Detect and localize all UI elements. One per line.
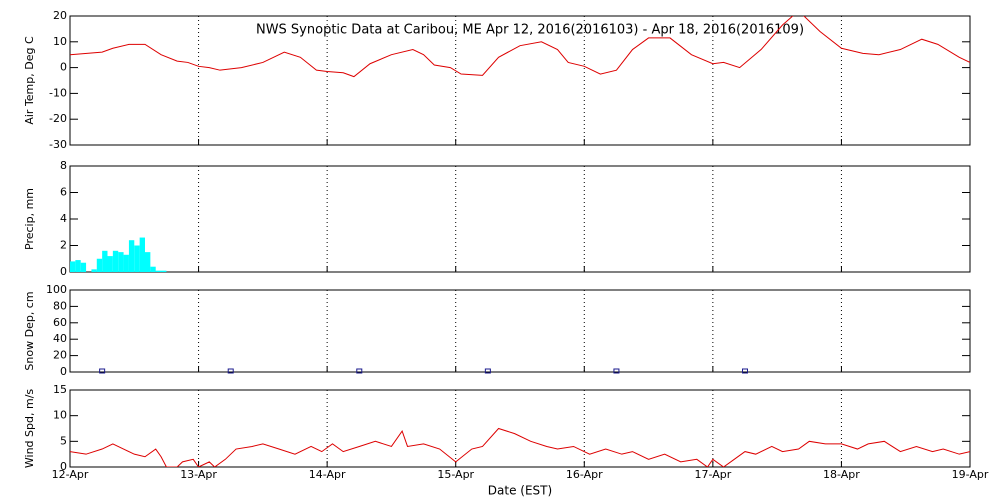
bar xyxy=(150,266,156,272)
chart-title: NWS Synoptic Data at Caribou, ME Apr 12,… xyxy=(256,23,804,38)
x-tick-label: 14-Apr xyxy=(309,468,346,481)
y-tick-label: 100 xyxy=(46,283,67,296)
line xyxy=(70,427,970,467)
bar xyxy=(91,269,97,272)
y-tick-label: 0 xyxy=(60,265,67,278)
bar xyxy=(134,245,140,272)
y-tick-label: 2 xyxy=(60,239,67,252)
y-tick-label: 10 xyxy=(53,35,67,48)
bar xyxy=(155,270,162,272)
bar xyxy=(80,262,87,272)
x-tick-label: 15-Apr xyxy=(437,468,474,481)
bar xyxy=(112,250,119,272)
y-tick-label: -10 xyxy=(49,86,67,99)
y-tick-label: 8 xyxy=(60,159,67,172)
bar xyxy=(70,261,76,272)
y-tick-label: 5 xyxy=(60,434,67,447)
bar xyxy=(102,250,108,272)
bar xyxy=(139,237,145,272)
plot-frame xyxy=(69,389,971,468)
y-tick-label: 40 xyxy=(53,332,67,345)
y-axis-label: Precip, mm xyxy=(23,188,36,250)
y-tick-label: 20 xyxy=(53,349,67,362)
y-tick-label: -30 xyxy=(49,138,67,151)
point xyxy=(742,368,748,374)
point xyxy=(613,368,620,374)
bar xyxy=(118,252,124,272)
x-tick-label: 18-Apr xyxy=(823,468,860,481)
bar xyxy=(75,260,81,272)
y-tick-label: -20 xyxy=(49,112,67,125)
bar xyxy=(145,252,151,272)
bar xyxy=(128,240,135,272)
marks xyxy=(70,16,970,78)
x-tick-label: 16-Apr xyxy=(566,468,603,481)
bar xyxy=(123,254,129,272)
bar xyxy=(96,258,103,272)
y-axis-label: Snow Dep, cm xyxy=(23,291,36,370)
point xyxy=(484,368,491,374)
plot-frame xyxy=(69,289,971,373)
x-axis-label: Date (EST) xyxy=(488,484,552,498)
y-axis-label: Air Temp, Deg C xyxy=(23,36,36,125)
point xyxy=(227,368,234,374)
y-tick-label: 4 xyxy=(60,212,67,225)
x-tick-label: 12-Apr xyxy=(52,468,89,481)
y-tick-label: 6 xyxy=(60,186,67,199)
line xyxy=(70,16,970,78)
y-tick-label: 60 xyxy=(53,316,67,329)
y-tick-label: 0 xyxy=(60,365,67,378)
plot-frame xyxy=(69,15,971,146)
plot-frame xyxy=(69,165,971,273)
point xyxy=(99,368,106,374)
point xyxy=(356,368,363,374)
x-tick-label: 19-Apr xyxy=(952,468,989,481)
y-tick-label: 0 xyxy=(60,460,67,473)
y-tick-label: 0 xyxy=(60,61,67,74)
y-tick-label: 15 xyxy=(53,383,67,396)
marks xyxy=(70,237,167,272)
y-tick-label: 10 xyxy=(53,409,67,422)
y-tick-label: 80 xyxy=(53,299,67,312)
x-tick-label: 13-Apr xyxy=(180,468,217,481)
bar xyxy=(161,270,167,272)
y-tick-label: 20 xyxy=(53,9,67,22)
marks xyxy=(70,427,970,467)
x-tick-label: 17-Apr xyxy=(694,468,731,481)
y-axis-label: Wind Spd, m/s xyxy=(23,389,36,469)
bar xyxy=(107,256,113,272)
